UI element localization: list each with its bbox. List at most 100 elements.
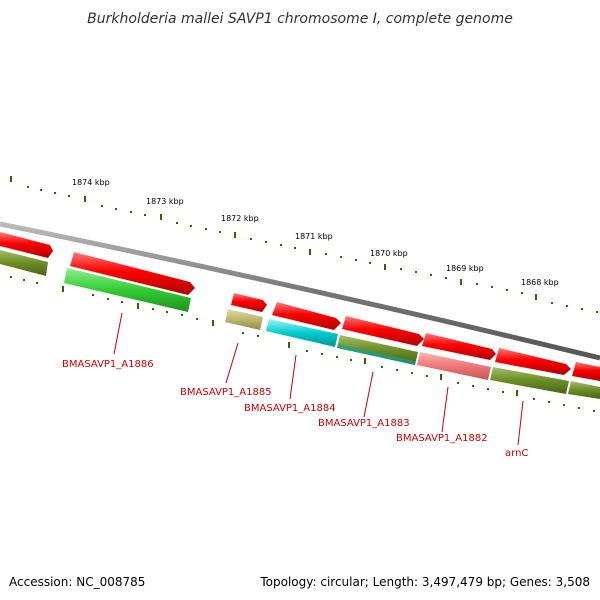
dot bbox=[257, 335, 259, 337]
dot bbox=[166, 311, 168, 313]
dot bbox=[581, 308, 583, 310]
tick-mark bbox=[10, 176, 12, 182]
leader-line-arnc bbox=[517, 400, 524, 446]
dot bbox=[548, 401, 550, 403]
tick-mark bbox=[440, 374, 442, 380]
dot bbox=[566, 305, 568, 307]
dot bbox=[152, 308, 154, 310]
dot bbox=[176, 222, 178, 224]
backbone-ring bbox=[0, 221, 600, 361]
tick-mark bbox=[160, 214, 162, 220]
dot bbox=[144, 214, 146, 216]
dot bbox=[190, 225, 192, 227]
dot bbox=[325, 253, 327, 255]
map-title: Burkholderia mallei SAVP1 chromosome I, … bbox=[87, 11, 513, 27]
outer-tick-track bbox=[10, 176, 598, 313]
cog-block-olive bbox=[568, 381, 600, 399]
gene-label-a1884: BMASAVP1_A1884 bbox=[244, 403, 336, 414]
dot bbox=[294, 247, 296, 249]
dot bbox=[250, 238, 252, 240]
dot bbox=[355, 259, 357, 261]
cog-block-khaki bbox=[225, 309, 263, 330]
cds-arrow bbox=[272, 302, 341, 330]
dot bbox=[506, 289, 508, 291]
dot bbox=[593, 410, 595, 412]
leader-line-a1882 bbox=[441, 386, 449, 433]
cog-block-pink bbox=[417, 352, 491, 380]
dot bbox=[10, 276, 12, 278]
dot bbox=[115, 208, 117, 210]
dot bbox=[205, 228, 207, 230]
tick-mark bbox=[460, 279, 462, 285]
gene-label-a1885: BMASAVP1_A1885 bbox=[180, 387, 272, 398]
tick-mark bbox=[234, 232, 236, 238]
dot bbox=[533, 398, 535, 400]
tick-mark bbox=[137, 303, 139, 309]
dot bbox=[181, 314, 183, 316]
cds-arrow bbox=[422, 333, 496, 360]
dot bbox=[280, 244, 282, 246]
tick-mark bbox=[288, 342, 290, 348]
dot bbox=[336, 356, 338, 358]
dot bbox=[491, 286, 493, 288]
dot bbox=[107, 298, 109, 300]
leader-line-a1883 bbox=[363, 371, 374, 418]
tick-mark bbox=[516, 390, 518, 396]
cog-track bbox=[0, 250, 600, 399]
dot bbox=[563, 404, 565, 406]
leader-lines bbox=[113, 312, 524, 446]
cog-block-olive bbox=[0, 250, 48, 276]
dot bbox=[242, 332, 244, 334]
cds-arrow bbox=[70, 252, 195, 295]
tick-mark bbox=[84, 196, 86, 202]
dot bbox=[369, 262, 371, 264]
dot bbox=[36, 282, 38, 284]
dot bbox=[27, 186, 29, 188]
tick-label-1874: 1874 kbp bbox=[72, 178, 110, 187]
gene-label-a1886: BMASAVP1_A1886 bbox=[62, 359, 154, 370]
dot bbox=[54, 192, 56, 194]
dot bbox=[219, 231, 221, 233]
gene-label-a1883: BMASAVP1_A1883 bbox=[318, 418, 410, 429]
dot bbox=[445, 277, 447, 279]
dot bbox=[396, 369, 398, 371]
dot bbox=[40, 189, 42, 191]
cds-arrow bbox=[342, 316, 424, 346]
leader-line-a1884 bbox=[289, 354, 297, 400]
dot bbox=[487, 388, 489, 390]
cog-block-cyan bbox=[337, 344, 415, 365]
dot bbox=[101, 205, 103, 207]
dot bbox=[350, 359, 352, 361]
dot bbox=[415, 271, 417, 273]
dot bbox=[578, 407, 580, 409]
dot bbox=[476, 283, 478, 285]
accession-text: Accession: NC_008785 bbox=[9, 575, 145, 589]
genome-summary-text: Topology: circular; Length: 3,497,479 bp… bbox=[259, 575, 590, 589]
tick-label-1868: 1868 kbp bbox=[521, 278, 559, 287]
tick-label-1870: 1870 kbp bbox=[370, 249, 408, 258]
dot bbox=[400, 268, 402, 270]
dot bbox=[430, 274, 432, 276]
cds-arrow bbox=[495, 348, 571, 375]
tick-label-1873: 1873 kbp bbox=[146, 197, 184, 206]
dot bbox=[381, 366, 383, 368]
dot bbox=[92, 294, 94, 296]
dot bbox=[68, 195, 70, 197]
inner-tick-track bbox=[10, 276, 595, 412]
tick-label-1872: 1872 kbp bbox=[221, 214, 259, 223]
dot bbox=[521, 292, 523, 294]
dot bbox=[411, 372, 413, 374]
dot bbox=[596, 311, 598, 313]
gene-label-arnc: arnC bbox=[505, 448, 528, 459]
dot bbox=[472, 385, 474, 387]
leader-line-a1885 bbox=[225, 342, 239, 384]
cds-arrow bbox=[0, 232, 53, 258]
cds-arrow bbox=[572, 362, 600, 381]
dot bbox=[23, 279, 25, 281]
dot bbox=[502, 391, 504, 393]
tick-mark bbox=[309, 249, 311, 255]
dot bbox=[551, 302, 553, 304]
dot bbox=[457, 382, 459, 384]
dot bbox=[321, 353, 323, 355]
